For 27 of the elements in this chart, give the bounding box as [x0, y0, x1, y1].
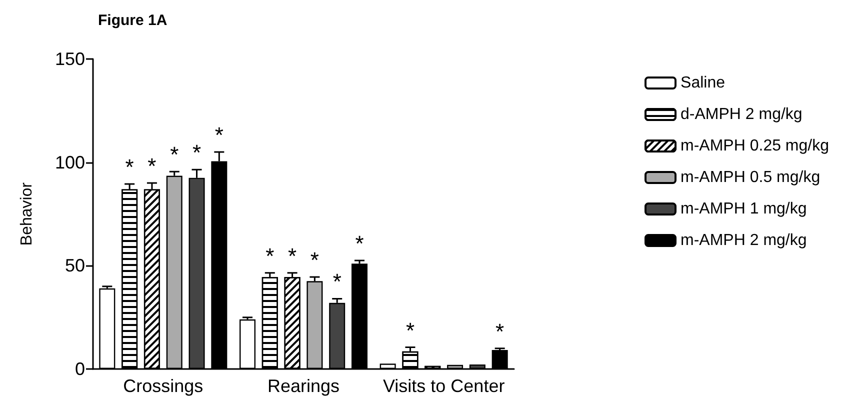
data-label: *: [332, 269, 342, 294]
legend-label: d-AMPH 2 mg/kg: [680, 106, 802, 123]
y-tick-label: 100: [54, 152, 85, 172]
chart-title: Figure 1A: [98, 12, 168, 29]
data-label: *: [148, 154, 157, 178]
data-label: *: [266, 243, 275, 268]
x-tick-label: Rearings: [267, 376, 340, 396]
data-label: *: [214, 122, 224, 148]
data-label: *: [192, 140, 202, 166]
data-label: *: [310, 248, 320, 273]
data-label: *: [170, 142, 180, 168]
y-tick-label: 0: [74, 359, 85, 379]
data-label: *: [355, 231, 364, 256]
legend-label: m-AMPH 2 mg/kg: [680, 232, 807, 249]
legend-label: Saline: [680, 74, 726, 92]
data-label: *: [125, 154, 134, 180]
legend-label: m-AMPH 0.5 mg/kg: [680, 169, 820, 186]
x-tick-label: Visits to Center: [382, 376, 505, 396]
data-label: *: [288, 243, 298, 268]
legend-label: m-AMPH 1 mg/kg: [680, 200, 807, 218]
x-tick-label: Crossings: [123, 376, 204, 396]
y-axis-title: Behavior: [18, 182, 36, 246]
legend-label: m-AMPH 0.25 mg/kg: [680, 138, 829, 154]
data-label: *: [496, 318, 505, 344]
y-tick-label: 150: [54, 49, 85, 69]
y-tick-label: 50: [64, 256, 85, 276]
data-label: *: [406, 318, 415, 343]
